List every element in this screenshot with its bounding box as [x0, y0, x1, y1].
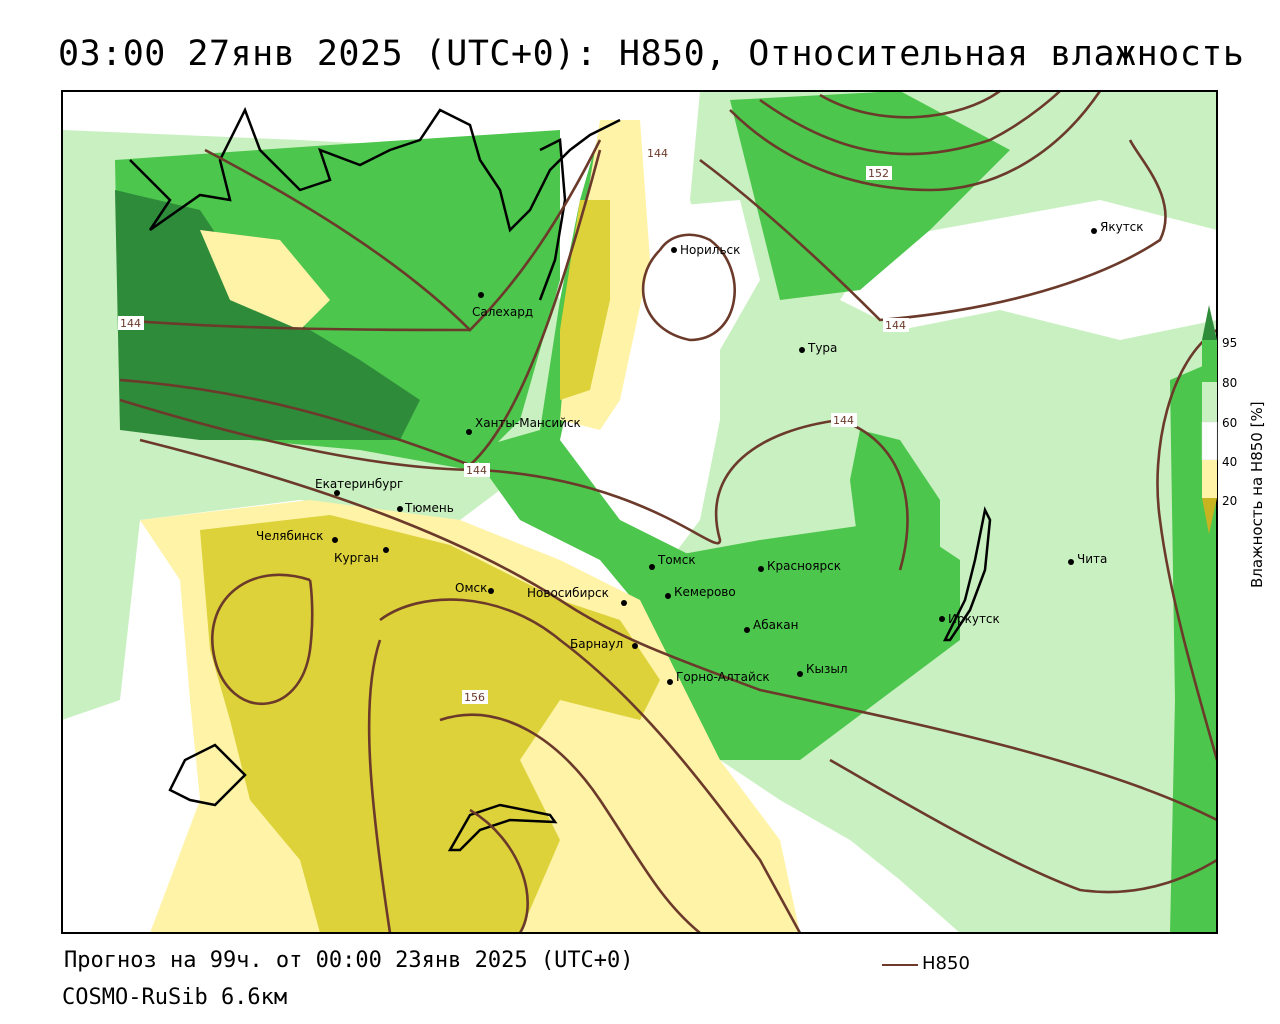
city-label-khanty-mansiysk: Ханты-Мансийск	[475, 416, 581, 430]
map-frame-border	[61, 90, 1218, 934]
colorbar-bin-80	[1202, 382, 1217, 422]
h850-line-swatch	[882, 964, 918, 966]
contour-label: 144	[466, 464, 487, 477]
h850-contour	[367, 639, 392, 933]
colorbar-tick: 60	[1222, 416, 1237, 430]
humidity-region-40-norilsk	[620, 200, 760, 350]
city-label-abakan: Абакан	[753, 618, 798, 632]
colorbar-tick: 20	[1222, 494, 1237, 508]
h850-contour	[119, 398, 909, 571]
city-dot-chita	[1068, 559, 1074, 565]
h850-contour	[641, 233, 736, 342]
city-markers: Норильск Салехард Якутск Тура Ханты-Манс…	[256, 220, 1144, 685]
city-dot-omsk	[488, 588, 494, 594]
h850-contour	[139, 438, 1217, 822]
city-label-tyumen: Тюмень	[404, 501, 454, 515]
humidity-region-20-ural	[200, 230, 330, 330]
city-dot-abakan	[744, 627, 750, 633]
humidity-region-40-east	[840, 200, 1217, 340]
h850-contour	[819, 91, 1001, 119]
city-label-yakutsk: Якутск	[1100, 220, 1144, 234]
city-label-krasnoyarsk: Красноярск	[767, 559, 841, 573]
colorbar-tick: 80	[1222, 376, 1237, 390]
city-dot-norilsk	[671, 247, 677, 253]
h850-contour	[759, 91, 1061, 156]
city-label-chelyabinsk: Челябинск	[256, 529, 323, 543]
contour-label-group: 144 152 144 144 144 144 156	[118, 146, 909, 704]
model-info: COSMO-RuSib 6.6км	[62, 985, 288, 1010]
h850-legend-label: H850	[922, 953, 970, 974]
contour-label: 156	[464, 691, 485, 704]
colorbar-bin-95	[1202, 340, 1217, 382]
yamal-coastline	[538, 138, 567, 301]
h850-contour	[699, 139, 1167, 322]
colorbar: 95 80 60 40 20 Влажность на H850 [%]	[1201, 305, 1266, 588]
city-label-barnaul: Барнаул	[570, 637, 623, 651]
city-label-chita: Чита	[1077, 552, 1107, 566]
h850-contour	[729, 91, 1102, 192]
city-dot-kyzyl	[797, 671, 803, 677]
contour-label: 144	[885, 319, 906, 332]
city-dot-novosibirsk	[621, 600, 627, 606]
balkhash-lake	[447, 803, 558, 852]
h850-contour	[829, 758, 1217, 894]
city-dot-salekhard	[478, 292, 484, 298]
city-label-kurgan: Курган	[334, 551, 379, 565]
city-dot-kurgan	[383, 547, 389, 553]
city-label-novosibirsk: Новосибирск	[527, 586, 609, 600]
colorbar-bin-40	[1202, 460, 1217, 498]
h850-contour	[211, 573, 314, 706]
h850-contour	[439, 713, 701, 933]
contour-label: 144	[647, 147, 668, 160]
colorbar-tick: 40	[1222, 455, 1237, 469]
colorbar-title: Влажность на H850 [%]	[1248, 401, 1266, 588]
contour-label: 144	[120, 317, 141, 330]
city-dot-tomsk	[649, 564, 655, 570]
city-label-yekaterinburg: Екатеринбург	[315, 477, 403, 491]
city-label-gorno-altaysk: Горно-Алтайск	[676, 670, 770, 684]
city-dot-chelyabinsk	[332, 537, 338, 543]
city-dot-krasnoyarsk	[758, 566, 764, 572]
city-label-norilsk: Норильск	[680, 243, 740, 257]
city-label-kyzyl: Кызыл	[806, 662, 848, 676]
colorbar-tick: 95	[1222, 336, 1237, 350]
map-title: 03:00 27янв 2025 (UTC+0): H850, Относите…	[58, 34, 1245, 74]
humidity-region-80-northeast	[730, 91, 1010, 300]
humidity-region-0-south	[200, 515, 660, 933]
city-label-irkutsk: Иркутск	[948, 612, 1000, 626]
city-dot-irkutsk	[939, 616, 945, 622]
city-label-tomsk: Томск	[657, 553, 696, 567]
lake-baikal	[942, 506, 992, 642]
city-label-tura: Тура	[807, 341, 837, 355]
contour-label: 144	[833, 414, 854, 427]
city-dot-tura	[799, 347, 805, 353]
city-label-omsk: Омск	[455, 581, 487, 595]
arctic-coastline	[129, 106, 621, 233]
h850-contour	[119, 318, 471, 332]
caspian-coast	[168, 743, 247, 807]
colorbar-bottom-triangle	[1202, 498, 1217, 534]
city-label-salekhard: Салехард	[472, 305, 533, 319]
h850-contour	[1156, 328, 1217, 761]
city-dot-yekaterinburg	[334, 490, 340, 496]
city-label-kemerovo: Кемерово	[674, 585, 736, 599]
h850-contour	[469, 808, 529, 933]
humidity-fields: 144 152 144 144 144 144 156 Норильск Сал…	[62, 91, 1217, 933]
city-dot-khanty-mansiysk	[466, 429, 472, 435]
forecast-info: Прогноз на 99ч. от 00:00 23янв 2025 (UTC…	[64, 948, 634, 973]
colorbar-bin-60	[1201, 421, 1218, 461]
h850-contour	[379, 598, 802, 933]
city-dot-kemerovo	[665, 593, 671, 599]
contour-label: 152	[868, 167, 889, 180]
city-dot-gorno-altaysk	[667, 679, 673, 685]
colorbar-top-triangle	[1202, 305, 1217, 340]
humidity-region-80-krasnoyarsk	[850, 430, 940, 600]
city-dot-barnaul	[632, 643, 638, 649]
city-dot-tyumen	[397, 506, 403, 512]
humidity-region-80-diagonal	[470, 130, 700, 620]
city-dot-yakutsk	[1091, 228, 1097, 234]
